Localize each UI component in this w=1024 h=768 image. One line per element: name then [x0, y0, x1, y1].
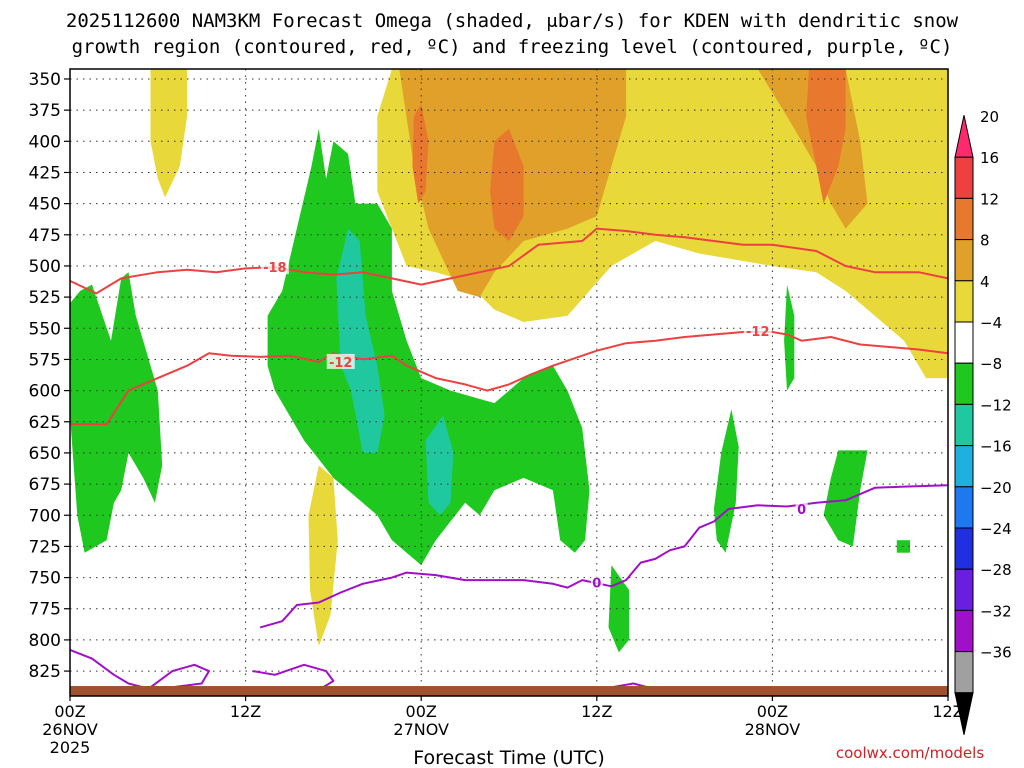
colorbar-swatch — [954, 486, 974, 529]
x-tick-label: 12Z — [932, 702, 963, 721]
y-tick-label: 350 — [29, 70, 61, 90]
y-tick-label: 375 — [29, 101, 61, 121]
plot-frame — [69, 68, 949, 697]
contour-label-bg — [743, 322, 772, 338]
colorbar-swatch — [954, 568, 974, 611]
x-tick-label: 00Z — [406, 702, 437, 721]
contour-0 — [69, 227, 949, 295]
colorbar-swatch — [954, 156, 974, 199]
colorbar-swatch — [954, 403, 974, 447]
x-axis-title: Forecast Time (UTC) — [413, 747, 604, 768]
omega-region-13 — [608, 565, 629, 653]
y-tick-label: 425 — [29, 163, 61, 183]
y-tick-label: 675 — [29, 475, 61, 495]
colorbar-label: −20 — [980, 479, 1012, 497]
y-tick-label: 450 — [29, 195, 61, 215]
y-tick-label: 700 — [29, 506, 61, 526]
contour-label: -18 — [263, 261, 287, 276]
y-tick-label: 800 — [29, 631, 61, 651]
chart-title-line1: 2025112600 NAM3KM Forecast Omega (shaded… — [66, 10, 959, 32]
omega-region-1 — [150, 69, 188, 198]
colorbar-label: −24 — [980, 520, 1012, 538]
colorbar-arrow-bottom — [954, 692, 974, 735]
colorbar-swatch — [954, 280, 974, 323]
x-tick-label: 26NOV — [42, 720, 98, 739]
y-tick-label: 575 — [29, 350, 61, 370]
y-tick-label: 725 — [29, 537, 61, 557]
y-tick-label: 550 — [29, 319, 61, 339]
colorbar-label: 4 — [980, 273, 990, 291]
omega-region-5 — [490, 128, 524, 241]
x-tick-label: 2025 — [50, 738, 91, 757]
colorbar-swatch — [954, 609, 974, 653]
x-tick-label: 12Z — [581, 702, 612, 721]
colorbar-label: 16 — [980, 149, 999, 167]
colorbar-label: −36 — [980, 644, 1012, 662]
colorbar-label: −28 — [980, 561, 1012, 579]
contour-label: -12 — [329, 356, 353, 371]
contour-label: 0 — [797, 503, 806, 518]
contour-5 — [252, 663, 335, 691]
colorbar-swatch — [954, 239, 974, 282]
colorbar-label: 8 — [980, 232, 990, 250]
omega-region-12 — [784, 284, 795, 391]
contour-3 — [69, 648, 144, 689]
omega-region-7 — [806, 69, 846, 204]
omega-region-16 — [425, 415, 454, 516]
colorbar-arrow-top — [954, 115, 974, 158]
chart-title-line2: growth region (contoured, red, ºC) and f… — [72, 36, 953, 58]
y-tick-label: 650 — [29, 444, 61, 464]
omega-region-2 — [308, 465, 338, 647]
y-tick-label: 775 — [29, 600, 61, 620]
colorbar-label: 12 — [980, 190, 999, 208]
omega-region-6 — [412, 103, 429, 204]
colorbar-label: −16 — [980, 438, 1012, 456]
colorbar-swatch — [954, 197, 974, 241]
contour-label-bg — [326, 353, 355, 369]
x-tick-label: 12Z — [230, 702, 261, 721]
contour-label: -12 — [746, 325, 770, 340]
omega-region-15 — [336, 228, 385, 453]
y-tick-label: 750 — [29, 569, 61, 589]
contour-label-bg — [590, 574, 603, 590]
omega-region-8 — [70, 272, 163, 553]
y-tick-label: 525 — [29, 288, 61, 308]
colorbar-swatch — [954, 321, 974, 364]
x-tick-label: 00Z — [757, 702, 788, 721]
colorbar-label: −32 — [980, 602, 1012, 620]
y-tick-label: 400 — [29, 132, 61, 152]
contour-label: 0 — [592, 577, 601, 592]
omega-shading — [70, 69, 948, 653]
y-tick-label: 600 — [29, 382, 61, 402]
colorbar-label: −12 — [980, 396, 1012, 414]
colorbar-swatch — [954, 445, 974, 488]
contour-label-bg — [795, 501, 808, 517]
y-tick-label: 825 — [29, 662, 61, 682]
colorbar-label: −8 — [980, 355, 1002, 373]
contour-1 — [70, 331, 949, 426]
y-tick-label: 500 — [29, 257, 61, 277]
y-tick-label: 475 — [29, 226, 61, 246]
omega-region-11 — [823, 450, 868, 547]
colorbar: 20 16 12 8 4 −4 −8 −12 −16 −20 −24 −28 −32 −36 — [954, 108, 1012, 735]
contour-label-bg — [260, 259, 289, 275]
colorbar-swatch — [954, 651, 974, 694]
y-tick-label: 625 — [29, 413, 61, 433]
colorbar-swatch — [954, 362, 974, 405]
colorbar-label: 20 — [980, 108, 999, 126]
x-tick-label: 00Z — [54, 702, 85, 721]
colorbar-label: −4 — [980, 314, 1002, 332]
plot-area: -18 -12 -12 0 0 — [69, 68, 949, 697]
x-tick-label: 27NOV — [393, 720, 449, 739]
y-axis: 350 375 400 425 450 475 500 525 550 575 600 625 650 6… — [29, 70, 70, 682]
terrain-band — [70, 686, 948, 696]
colorbar-swatch — [954, 527, 974, 570]
x-tick-label: 28NOV — [745, 720, 801, 739]
credit-text[interactable]: coolwx.com/models — [836, 744, 984, 762]
contour-2 — [259, 484, 949, 629]
